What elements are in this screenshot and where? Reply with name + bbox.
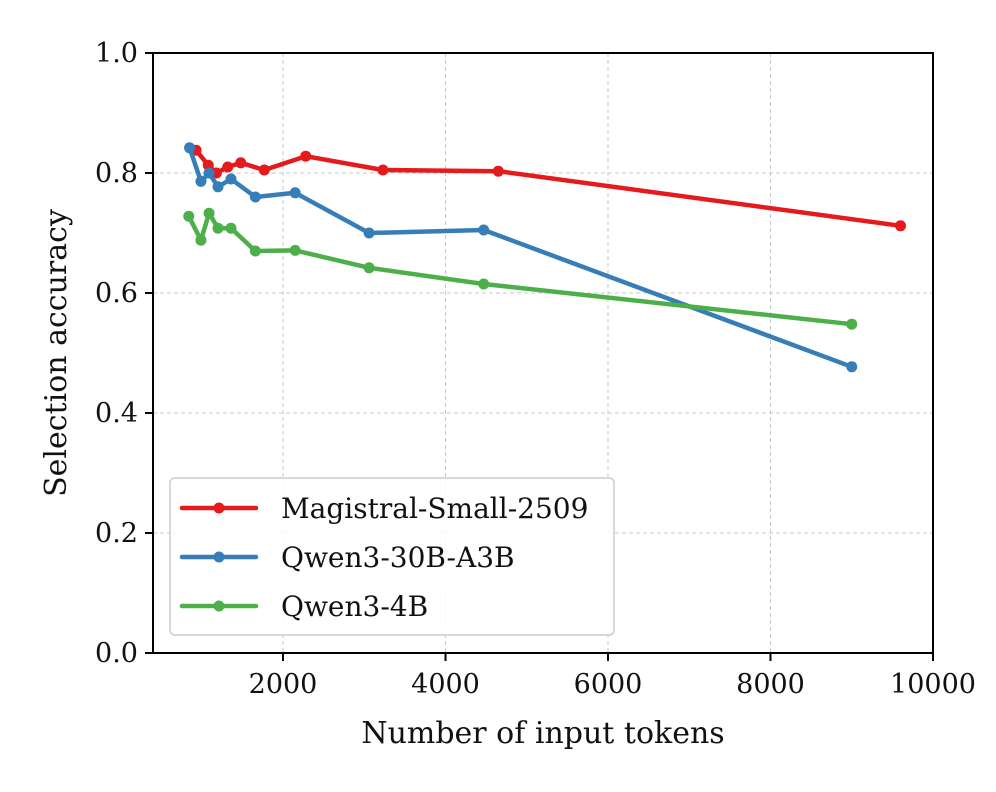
y-tick-label: 0.2 xyxy=(95,518,138,549)
data-point xyxy=(258,164,270,176)
series-layer xyxy=(183,142,906,373)
y-tick-label: 0.4 xyxy=(95,398,138,429)
data-point xyxy=(846,318,858,330)
data-point xyxy=(363,227,375,239)
y-tick-label: 0.8 xyxy=(95,158,138,189)
legend-label: Qwen3-4B xyxy=(281,590,428,623)
legend-box xyxy=(169,477,615,636)
x-axis-label: Number of input tokens xyxy=(361,716,724,751)
data-point xyxy=(225,222,237,234)
x-tick-label: 6000 xyxy=(574,669,643,700)
series-line xyxy=(193,147,903,229)
legend-swatch-marker xyxy=(213,502,225,514)
x-tick-label: 8000 xyxy=(736,669,805,700)
y-axis-label: Selection accuracy xyxy=(39,209,74,497)
x-tick-label: 2000 xyxy=(249,669,318,700)
legend: Magistral-Small-2509 Qwen3-30B-A3B Qwen3-4… xyxy=(169,477,615,636)
series-line xyxy=(186,210,854,327)
data-point xyxy=(289,244,301,256)
y-tick-label: 0.6 xyxy=(95,278,138,309)
legend-label: Magistral-Small-2509 xyxy=(281,492,588,525)
data-point xyxy=(289,187,301,199)
y-tick-label: 1.0 xyxy=(95,38,138,69)
series-line xyxy=(187,145,854,370)
x-tick-label: 4000 xyxy=(411,669,480,700)
data-point xyxy=(195,234,207,246)
data-point xyxy=(249,245,261,257)
data-point xyxy=(377,164,389,176)
data-point xyxy=(183,210,195,222)
plot-frame xyxy=(152,52,934,654)
data-point xyxy=(212,222,224,234)
data-point xyxy=(203,207,215,219)
data-point xyxy=(222,161,234,173)
data-point xyxy=(225,173,237,185)
data-point xyxy=(492,165,504,177)
data-point xyxy=(846,361,858,373)
legend-swatch-marker xyxy=(213,600,225,612)
data-point xyxy=(478,278,490,290)
series-Qwen3-4B xyxy=(183,207,858,330)
data-point xyxy=(249,191,261,203)
data-point xyxy=(895,220,906,232)
data-point xyxy=(478,224,490,236)
data-point xyxy=(184,142,196,154)
axis-ticks: 2000 4000 6000 8000 10000 0.0 0.2 0.4 0.6 0.8 1.0 xyxy=(95,38,976,700)
series-Qwen3-30B-A3B xyxy=(184,142,858,373)
x-tick-label: 10000 xyxy=(890,669,976,700)
data-point xyxy=(235,157,247,169)
data-point xyxy=(363,262,375,274)
data-point xyxy=(300,150,312,162)
legend-swatch-marker xyxy=(213,551,225,563)
legend-label: Qwen3-30B-A3B xyxy=(281,541,515,574)
data-point xyxy=(203,167,215,179)
data-point xyxy=(195,175,207,187)
data-point xyxy=(212,181,224,193)
series-Magistral-Small-2509 xyxy=(190,144,906,232)
y-tick-label: 0.0 xyxy=(95,638,138,669)
